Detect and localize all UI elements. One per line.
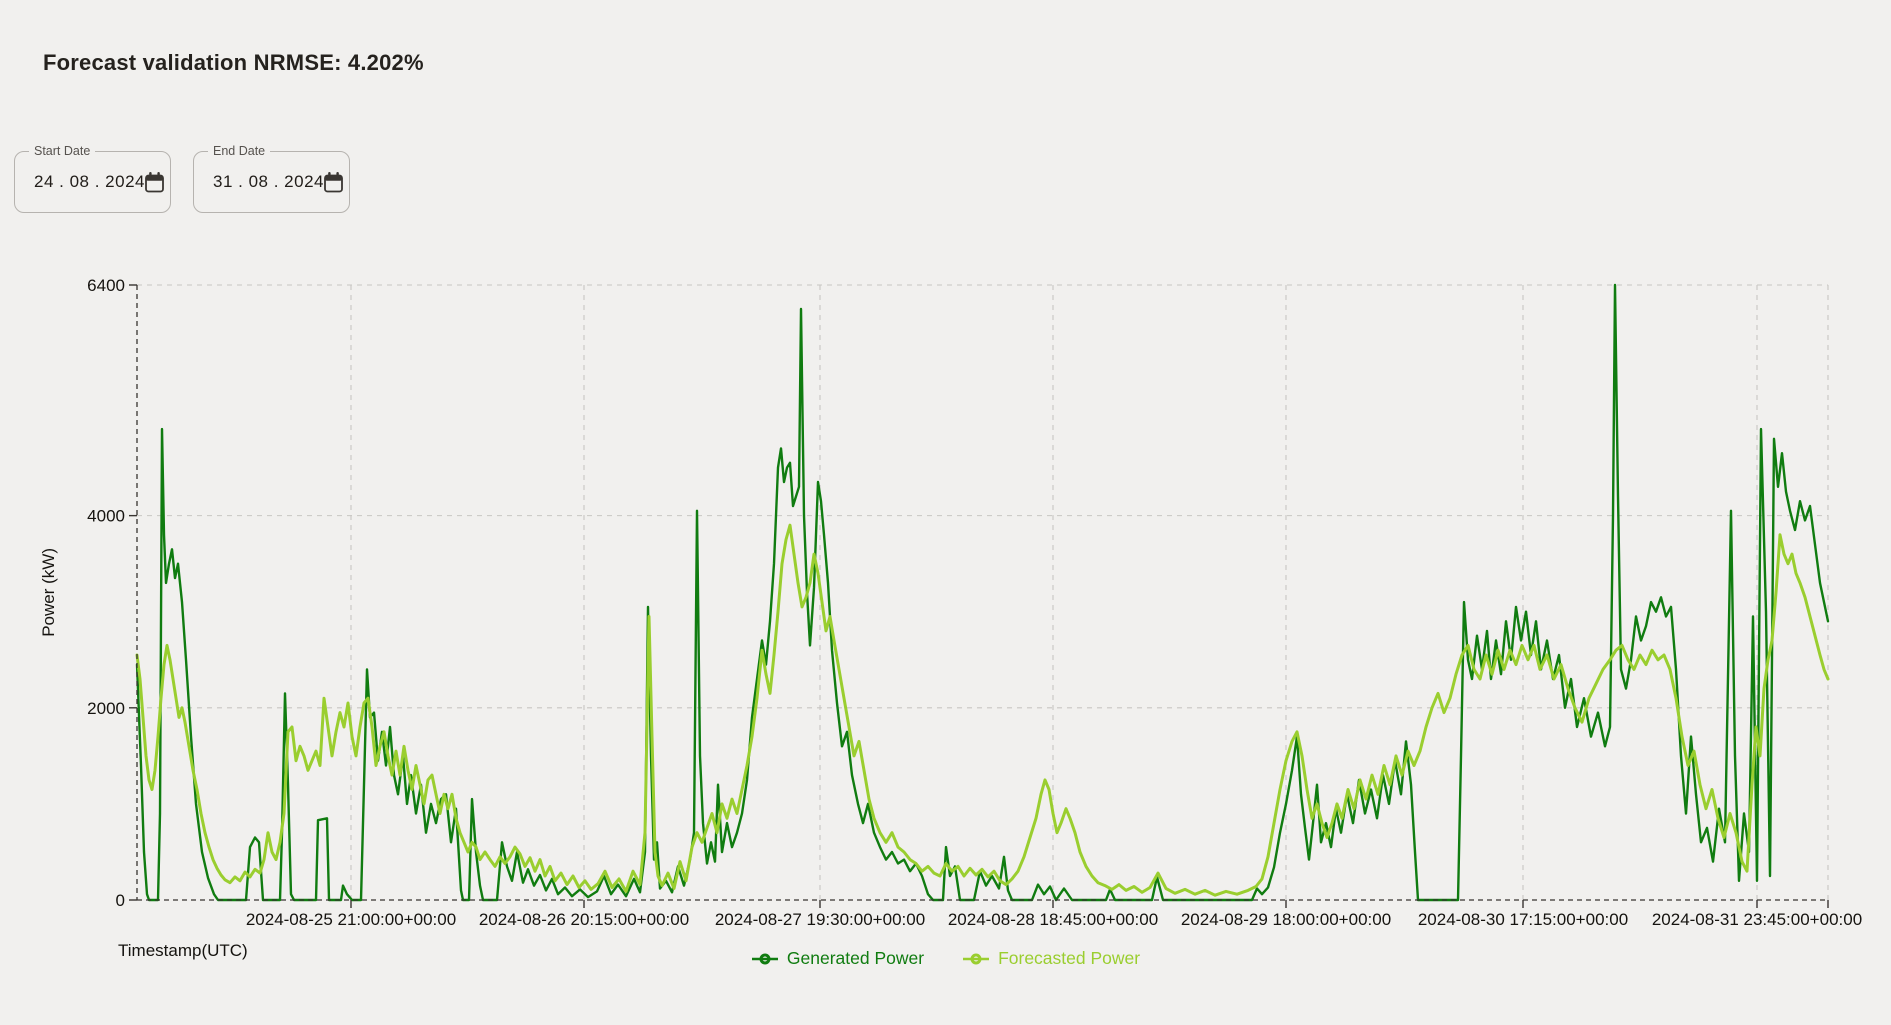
- end-date-field[interactable]: End Date 31 . 08 . 2024: [193, 144, 350, 213]
- chart-legend: Generated Power Forecasted Power: [0, 948, 1891, 969]
- line-marker-icon: [751, 953, 778, 964]
- calendar-icon: [324, 171, 343, 192]
- y-axis-label: Power (kW): [39, 548, 58, 637]
- legend-item-generated: Generated Power: [751, 948, 924, 969]
- x-axis-label: Timestamp(UTC): [118, 941, 248, 960]
- line-marker-icon: [963, 953, 990, 964]
- start-date-label: Start Date: [29, 144, 96, 158]
- end-date-label: End Date: [208, 144, 271, 158]
- legend-item-forecasted: Forecasted Power: [962, 948, 1140, 969]
- start-date-calendar-button[interactable]: [145, 171, 164, 193]
- forecasted-power-line: [135, 523, 1830, 897]
- start-date-value[interactable]: 24 . 08 . 2024: [34, 172, 145, 191]
- end-date-value[interactable]: 31 . 08 . 2024: [213, 172, 324, 191]
- x-tick-label: 2024-08-25 21:00:00+00:00: [246, 910, 456, 929]
- x-tick-label: 2024-08-30 17:15:00+00:00: [1418, 910, 1628, 929]
- page-title: Forecast validation NRMSE: 4.202%: [43, 50, 424, 75]
- start-date-field[interactable]: Start Date 24 . 08 . 2024: [14, 144, 171, 213]
- y-tick-label: 6400: [87, 276, 125, 295]
- y-tick-label: 4000: [87, 507, 125, 526]
- x-tick-label: 2024-08-29 18:00:00+00:00: [1181, 910, 1391, 929]
- y-tick-label: 2000: [87, 699, 125, 718]
- y-tick-label: 0: [116, 891, 125, 910]
- calendar-icon: [145, 171, 164, 192]
- generated-power-line: [135, 283, 1830, 902]
- end-date-calendar-button[interactable]: [324, 171, 343, 193]
- x-tick-label: 2024-08-27 19:30:00+00:00: [715, 910, 925, 929]
- legend-label-forecasted: Forecasted Power: [998, 948, 1141, 968]
- x-tick-label: 2024-08-26 20:15:00+00:00: [479, 910, 689, 929]
- x-tick-label: 2024-08-31 23:45:00+00:00: [1652, 910, 1862, 929]
- x-tick-label: 2024-08-28 18:45:00+00:00: [948, 910, 1158, 929]
- legend-label-generated: Generated Power: [786, 948, 925, 968]
